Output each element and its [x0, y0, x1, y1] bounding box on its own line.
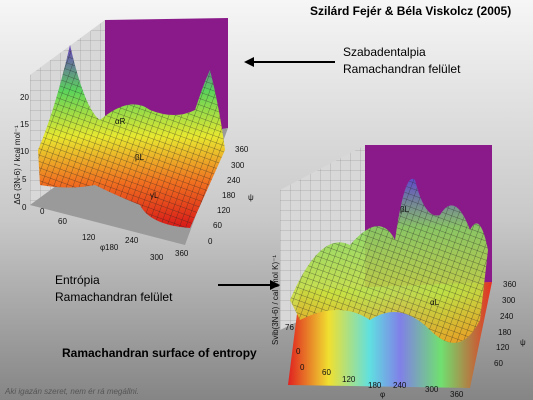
z-label: ΔG (3N-6) / kcal mol⁻¹ [13, 125, 22, 205]
label-line: Szabadentalpia [343, 45, 426, 59]
phi-tick: 240 [125, 236, 139, 245]
english-caption: Ramachandran surface of entropy [62, 346, 257, 360]
phi-tick: 120 [342, 375, 356, 384]
phi-label: φ [380, 390, 385, 399]
psi-tick: 180 [222, 191, 236, 200]
annotation: αR [115, 117, 126, 126]
z-tick: 0 [22, 203, 27, 212]
psi-tick: 240 [500, 312, 514, 321]
phi-tick: 300 [425, 385, 439, 394]
psi-tick: 60 [494, 359, 503, 368]
z-tick: 76 [285, 323, 294, 332]
z-tick: 5 [22, 175, 27, 184]
phi-tick: 60 [322, 368, 331, 377]
psi-tick: 0 [208, 237, 213, 246]
phi-tick: 0 [300, 363, 305, 372]
psi-label: ψ [248, 193, 254, 202]
z-tick: 10 [20, 147, 29, 156]
phi-tick: 240 [393, 381, 407, 390]
annotation: βL [135, 153, 145, 162]
psi-tick: 180 [498, 328, 512, 337]
phi-tick: 180 [105, 243, 119, 252]
phi-tick: 180 [368, 381, 382, 390]
surface-mesh [290, 178, 488, 343]
psi-tick: 120 [496, 343, 510, 352]
phi-tick: 0 [40, 207, 45, 216]
z-tick: 20 [20, 93, 29, 102]
z-label: Svib(3N-6) / cal (mol K)⁻¹ [271, 255, 280, 345]
plot-entropy: βL αL Svib(3N-6) / cal (mol K)⁻¹ 76 0 0 … [271, 145, 526, 399]
phi-tick: 300 [150, 253, 164, 262]
psi-tick: 240 [227, 176, 241, 185]
phi-label: φ [100, 243, 105, 252]
psi-tick: 360 [235, 145, 249, 154]
z-tick: 0 [296, 347, 301, 356]
phi-tick: 120 [82, 233, 96, 242]
annotation: βL [400, 205, 410, 214]
z-tick: 15 [20, 120, 29, 129]
authors: Szilárd Fejér & Béla Viskolcz (2005) [310, 4, 511, 18]
psi-tick: 120 [217, 206, 231, 215]
annotation: γL [150, 191, 159, 200]
psi-tick: 300 [231, 161, 245, 170]
arrowhead [244, 57, 254, 67]
surface-mesh [38, 45, 225, 228]
label-line: Ramachandran felület [343, 62, 461, 76]
label-line: Entrópia [55, 273, 100, 287]
plot-free-enthalpy: αR βL γL ΔG (3N-6) / kcal mol⁻¹ 20 15 10… [13, 18, 254, 262]
psi-tick: 360 [503, 280, 517, 289]
psi-tick: 300 [502, 296, 516, 305]
footer: Aki igazán szeret, nem ér rá megállni. [4, 387, 139, 396]
psi-label: ψ [520, 338, 526, 347]
psi-tick: 60 [213, 221, 222, 230]
annotation: αL [430, 298, 440, 307]
arrowhead [270, 280, 280, 290]
phi-tick: 360 [175, 249, 189, 258]
phi-tick: 360 [450, 390, 464, 399]
phi-tick: 60 [58, 217, 67, 226]
label-line: Ramachandran felület [55, 290, 173, 304]
